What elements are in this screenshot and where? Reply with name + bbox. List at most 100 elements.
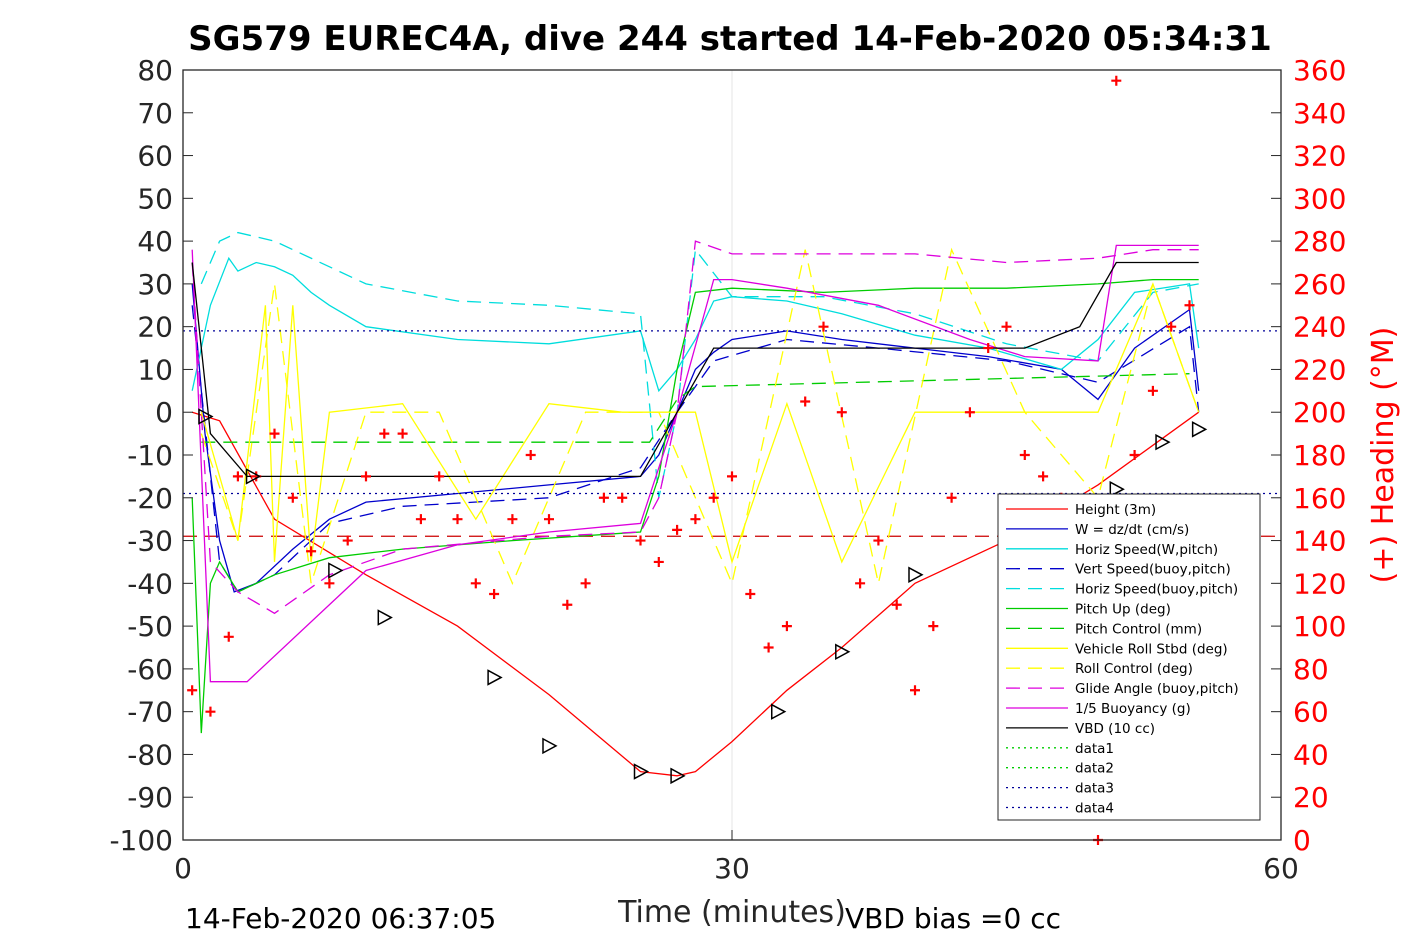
- triangle-marker: [908, 566, 924, 584]
- series-line-8: [200, 247, 1200, 586]
- heading-point: [470, 578, 481, 589]
- heading-point: [855, 578, 866, 589]
- heading-point: [635, 535, 646, 546]
- legend-label: VBD (10 cc): [1075, 721, 1155, 737]
- x-tick-label: 60: [1263, 852, 1299, 885]
- triangle-marker: [1155, 433, 1171, 451]
- heading-point: [964, 407, 975, 418]
- right-axis-label: (+) Heading (°M): [1366, 327, 1401, 584]
- triangle-marker: [1191, 421, 1208, 438]
- left-tick-label: 50: [137, 182, 173, 215]
- heading-point: [690, 514, 701, 525]
- series-lines: [183, 231, 1281, 777]
- right-tick-label: 80: [1293, 653, 1329, 686]
- series-line-10: [191, 244, 1199, 683]
- series-line-9: [191, 240, 1199, 615]
- legend-label: Pitch Control (mm): [1075, 621, 1202, 637]
- triangle-marker: [245, 468, 262, 485]
- triangle-marker: [542, 737, 558, 755]
- heading-point: [269, 428, 280, 439]
- series-line-2: [191, 256, 1200, 393]
- triangle-marker: [670, 767, 686, 785]
- right-tick-label: 260: [1293, 268, 1346, 301]
- footer-vbd-bias: VBD bias =0 cc: [845, 902, 1061, 935]
- chart-title: SG579 EUREC4A, dive 244 started 14-Feb-2…: [188, 19, 1272, 59]
- heading-point: [489, 589, 500, 600]
- heading-point: [397, 428, 408, 439]
- left-tick-label: 40: [137, 225, 173, 258]
- heading-point: [434, 471, 445, 482]
- heading-point: [617, 492, 628, 503]
- heading-point: [1166, 321, 1177, 332]
- heading-point: [910, 685, 920, 696]
- left-tick-label: -90: [127, 781, 173, 814]
- heading-point: [580, 578, 591, 589]
- legend-label: 1/5 Buoyancy (g): [1075, 701, 1191, 717]
- heading-point: [306, 546, 317, 557]
- heading-point: [800, 396, 811, 407]
- left-tick-label: -80: [127, 738, 173, 771]
- heading-point: [781, 621, 792, 632]
- left-axis-ticks: 80 70 60 50 40 30 20 10 0 -10 -20 -30 -40 -50 -60 -70 -8…: [109, 54, 193, 857]
- heading-point: [653, 556, 664, 567]
- heading-point: [342, 535, 353, 546]
- left-tick-label: 20: [137, 311, 173, 344]
- heading-point: [544, 514, 554, 525]
- left-tick-label: 10: [137, 353, 173, 386]
- heading-point: [187, 685, 198, 696]
- triangle-marker: [633, 763, 650, 780]
- right-tick-label: 180: [1293, 439, 1346, 472]
- left-tick-label: 80: [137, 54, 173, 87]
- right-tick-label: 240: [1293, 311, 1346, 344]
- right-tick-label: 360: [1293, 54, 1346, 87]
- triangle-marker: [1109, 480, 1125, 498]
- left-tick-label: -40: [127, 567, 173, 600]
- heading-point: [1001, 321, 1012, 332]
- left-tick-label: -30: [127, 525, 173, 558]
- heading-point: [763, 642, 774, 653]
- heading-point: [232, 471, 243, 482]
- heading-point: [452, 514, 463, 525]
- legend-label: Horiz Speed(W,pitch): [1075, 542, 1218, 558]
- heading-point: [818, 321, 829, 332]
- legend-label: data2: [1075, 761, 1114, 777]
- heading-point: [727, 471, 737, 482]
- heading-point: [562, 599, 573, 610]
- legend-label: W = dz/dt (cm/s): [1075, 522, 1189, 538]
- heading-point: [745, 589, 756, 600]
- legend-label: data3: [1075, 781, 1114, 797]
- footer-timestamp: 14-Feb-2020 06:37:05: [185, 902, 496, 935]
- heading-point: [324, 578, 335, 589]
- left-tick-label: 0: [155, 396, 173, 429]
- heading-point: [946, 492, 957, 503]
- heading-point: [836, 407, 847, 418]
- right-tick-label: 340: [1293, 97, 1346, 130]
- heading-point: [379, 428, 390, 439]
- heading-point: [525, 450, 536, 460]
- series-line-6: [201, 373, 1190, 443]
- heading-point: [891, 599, 902, 610]
- x-axis-ticks: 0 30 60: [174, 830, 1299, 885]
- left-tick-label: -70: [127, 696, 173, 729]
- heading-point: [205, 706, 216, 717]
- right-axis-ticks: 3603403203002802602402202001801601401201…: [1271, 54, 1346, 857]
- heading-point: [361, 471, 371, 482]
- left-tick-label: 30: [137, 268, 173, 301]
- heading-point: [983, 343, 994, 354]
- legend-label: Pitch Up (deg): [1075, 602, 1171, 618]
- left-tick-label: -10: [127, 439, 173, 472]
- triangle-marker: [835, 643, 851, 661]
- heading-point: [1038, 471, 1049, 482]
- heading-point: [598, 492, 609, 503]
- triangle-marker: [328, 562, 344, 579]
- heading-point: [1111, 75, 1122, 86]
- legend-label: data1: [1075, 741, 1114, 757]
- right-tick-label: 0: [1293, 824, 1311, 857]
- right-tick-label: 300: [1293, 182, 1346, 215]
- heading-point: [1184, 300, 1195, 311]
- legend: Height (3m) W = dz/dt (cm/s) Horiz Speed(W…: [997, 493, 1261, 821]
- legend-label: data4: [1075, 801, 1114, 817]
- heading-point: [708, 492, 719, 503]
- x-tick-label: 30: [714, 852, 750, 885]
